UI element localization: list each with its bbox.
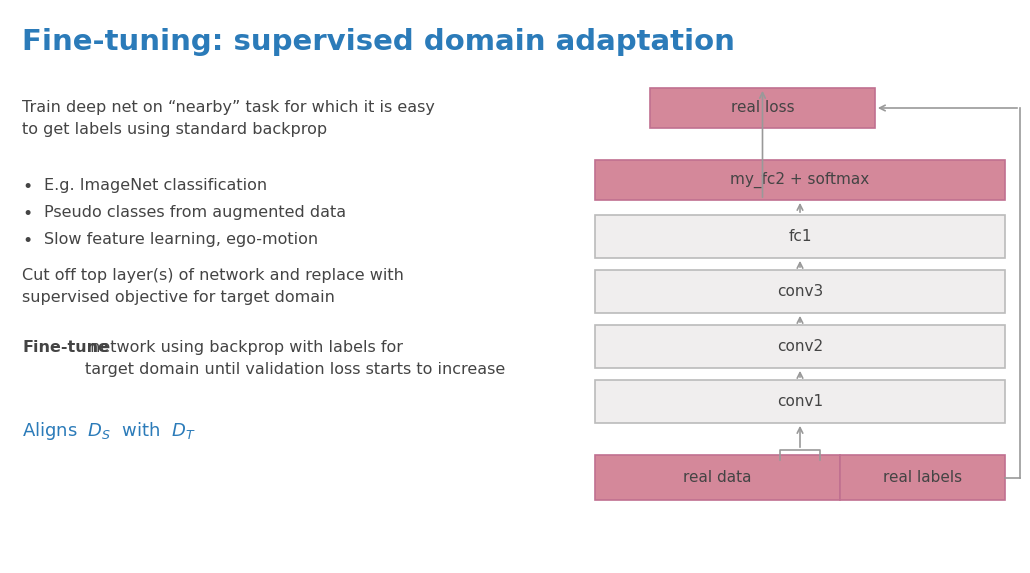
Text: •: •: [22, 178, 32, 196]
Bar: [595, 215, 1005, 258]
Text: fc1: fc1: [788, 229, 812, 244]
Text: conv1: conv1: [777, 394, 823, 409]
Text: conv2: conv2: [777, 339, 823, 354]
Text: Fine-tune: Fine-tune: [22, 340, 109, 355]
Text: network using backprop with labels for
target domain until validation loss start: network using backprop with labels for t…: [85, 340, 506, 376]
Text: Cut off top layer(s) of network and replace with
supervised objective for target: Cut off top layer(s) of network and repl…: [22, 268, 404, 305]
Text: real labels: real labels: [883, 470, 962, 485]
Text: Aligns  $D_S$  with  $D_T$: Aligns $D_S$ with $D_T$: [22, 420, 196, 442]
Text: real data: real data: [683, 470, 752, 485]
Text: Train deep net on “nearby” task for which it is easy
to get labels using standar: Train deep net on “nearby” task for whic…: [22, 100, 435, 136]
Text: E.g. ImageNet classification: E.g. ImageNet classification: [44, 178, 267, 193]
Text: •: •: [22, 232, 32, 250]
Text: Slow feature learning, ego-motion: Slow feature learning, ego-motion: [44, 232, 318, 247]
Text: Pseudo classes from augmented data: Pseudo classes from augmented data: [44, 205, 346, 220]
Text: conv3: conv3: [777, 284, 823, 299]
Text: real loss: real loss: [730, 100, 794, 116]
Bar: [595, 270, 1005, 313]
Text: my_fc2 + softmax: my_fc2 + softmax: [730, 172, 869, 188]
Bar: [650, 88, 875, 128]
Bar: [595, 160, 1005, 200]
Bar: [595, 325, 1005, 368]
Text: Fine-tuning: supervised domain adaptation: Fine-tuning: supervised domain adaptatio…: [22, 28, 734, 56]
Text: •: •: [22, 205, 32, 223]
Bar: [595, 380, 1005, 423]
Bar: [595, 455, 840, 500]
Bar: [840, 455, 1005, 500]
